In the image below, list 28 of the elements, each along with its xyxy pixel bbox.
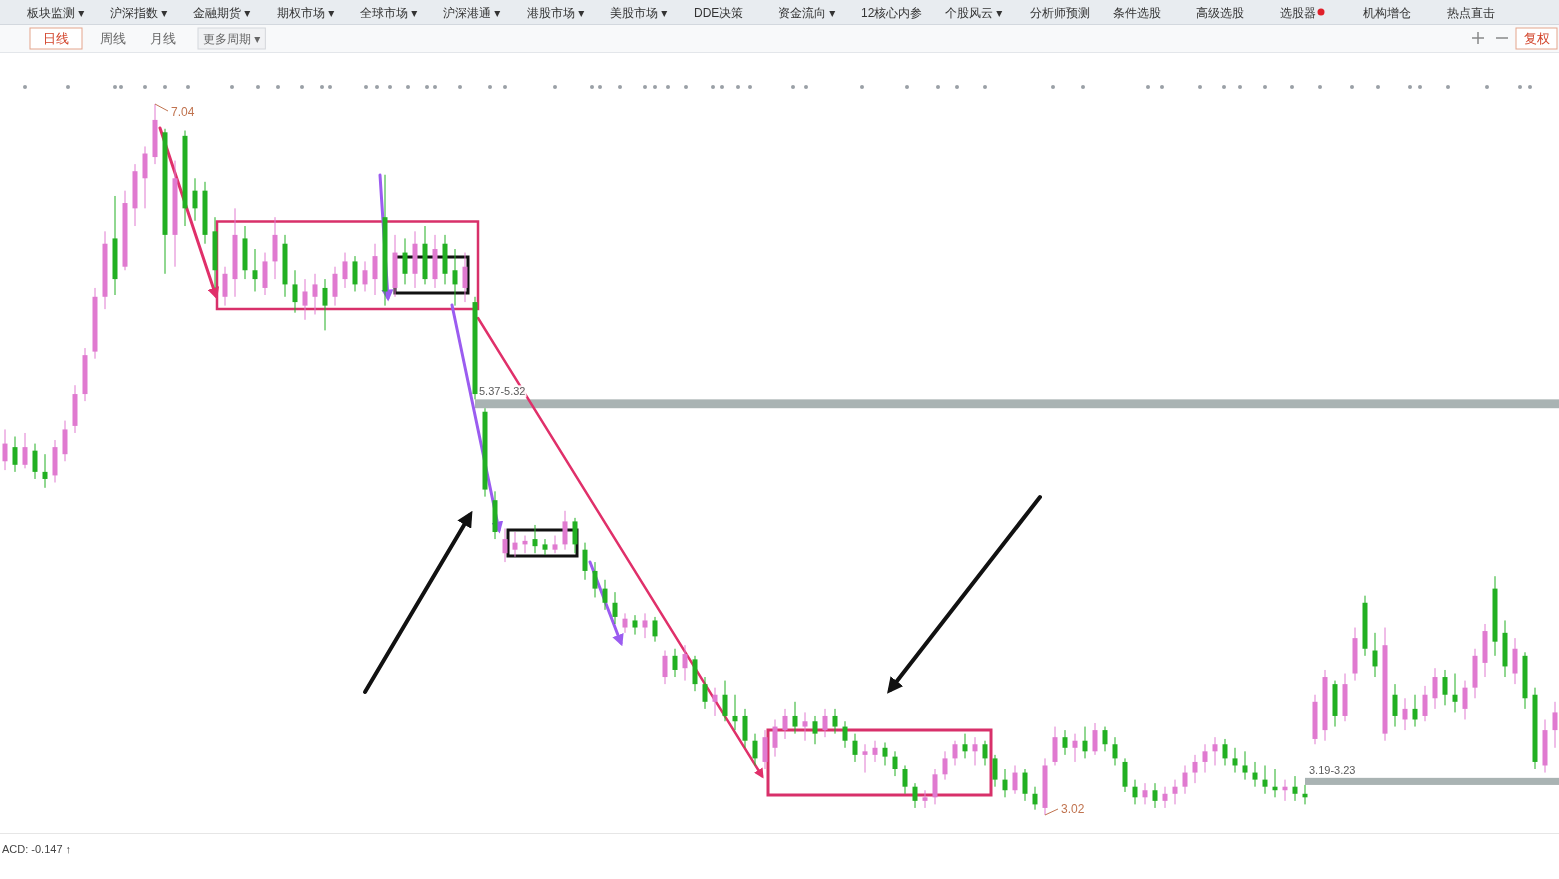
text: 高级选股	[1196, 6, 1244, 20]
text: 机构增仓	[1363, 6, 1411, 20]
text: 月线	[150, 31, 176, 46]
text: 复权	[1523, 31, 1550, 46]
text: 周线	[100, 31, 126, 46]
text: 日线	[43, 31, 69, 46]
band-label: 3.19-3.23	[1309, 763, 1356, 776]
text: 美股市场 ▾	[610, 6, 668, 20]
text: 板块监测 ▾	[26, 6, 85, 20]
text: 沪深港通 ▾	[443, 6, 501, 20]
text: DDE决策	[694, 6, 744, 20]
text: 全球市场 ▾	[360, 6, 418, 20]
text: 分析师预测	[1030, 6, 1090, 20]
text: 12核心内参	[861, 6, 923, 20]
text: 资金流向 ▾	[778, 6, 836, 20]
text: 港股市场 ▾	[527, 6, 585, 20]
text: ACD: -0.147 ↑	[2, 843, 72, 855]
annotation: 7.04	[171, 105, 195, 119]
text: 热点直击	[1447, 6, 1495, 20]
text: 期权市场 ▾	[277, 6, 335, 20]
text: 更多周期 ▾	[203, 32, 261, 46]
text: 沪深指数 ▾	[110, 6, 168, 20]
annotation: 3.02	[1061, 802, 1085, 816]
text: 条件选股	[1113, 6, 1161, 20]
text: 选股器	[1280, 6, 1316, 20]
text: 金融期货 ▾	[193, 6, 251, 20]
text: 个股风云 ▾	[945, 6, 1003, 20]
band-label: 5.37-5.32	[479, 385, 526, 398]
